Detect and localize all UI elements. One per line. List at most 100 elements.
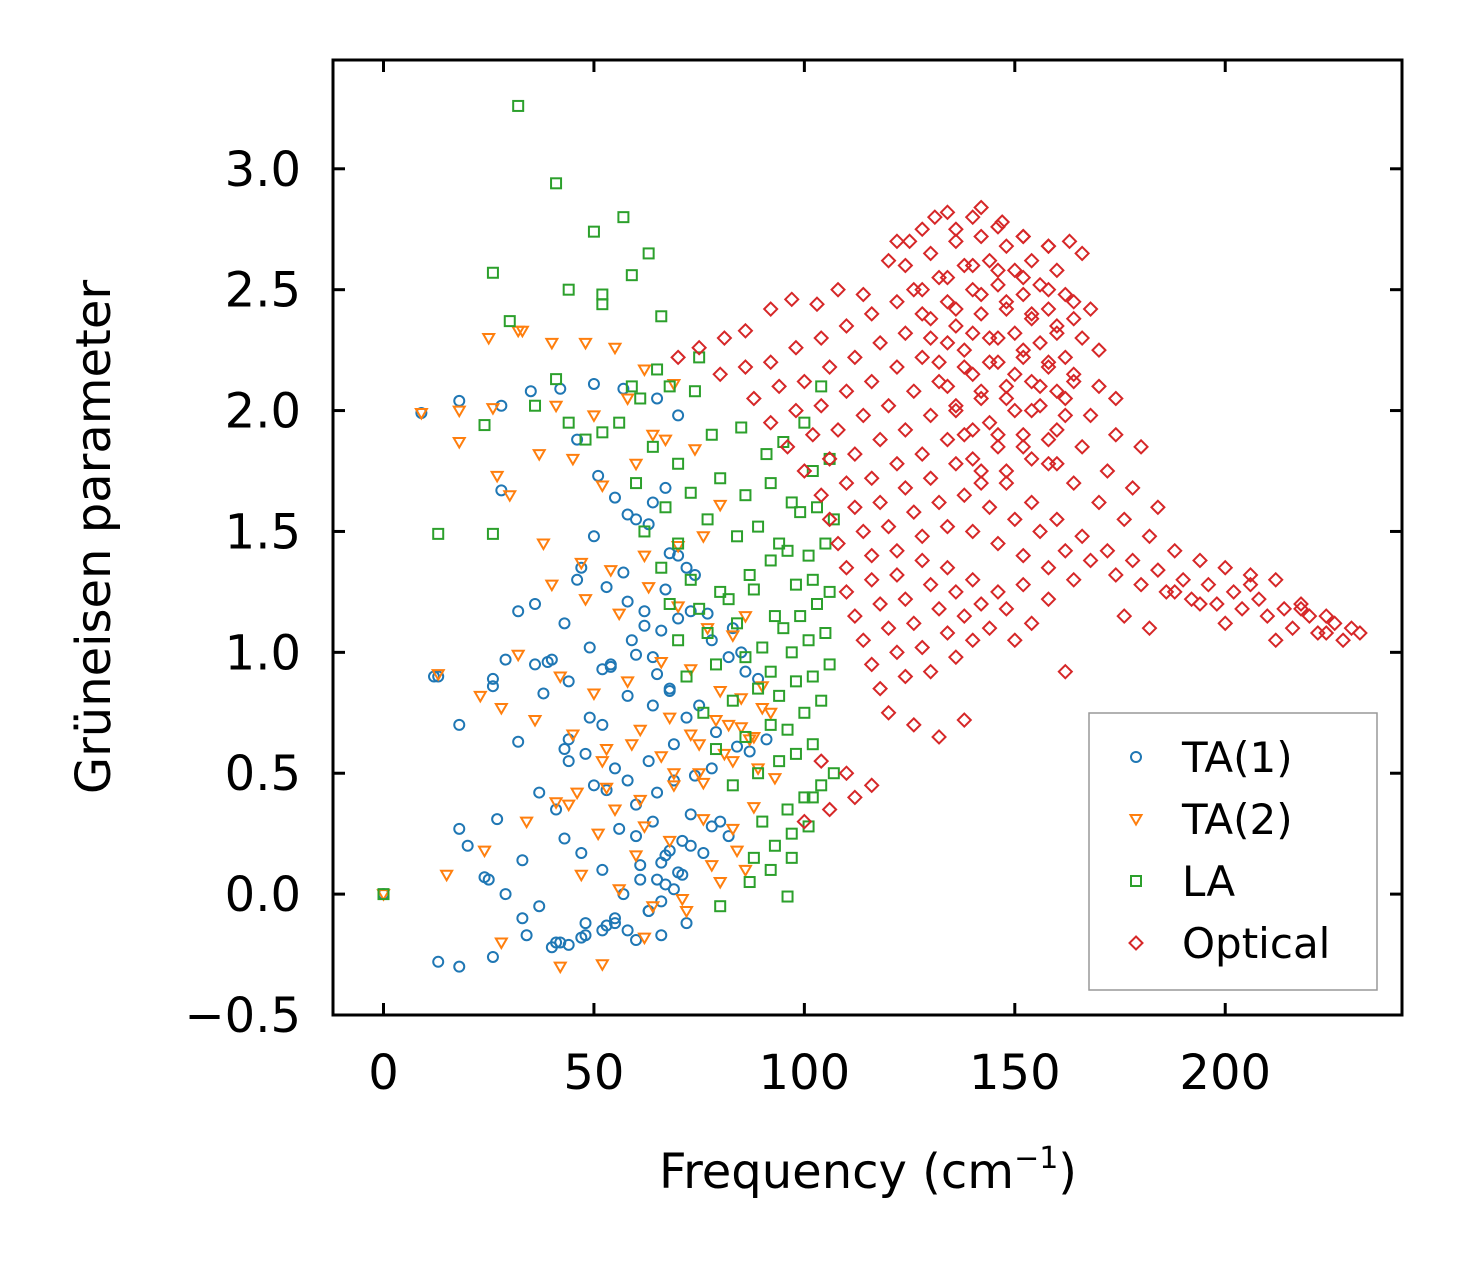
data-point [998, 378, 1015, 395]
data-point [578, 594, 593, 607]
data-point [600, 581, 613, 594]
data-point [889, 567, 905, 583]
data-point [596, 298, 609, 311]
data-point [621, 774, 634, 787]
data-point [571, 573, 584, 586]
data-point [1335, 632, 1351, 649]
data-point [621, 689, 634, 702]
tick-labels: 0 50 100 150 200 −0.5 0.0 0.5 1.0 1.5 2.0 2.5 3.0 [184, 142, 1271, 1101]
data-point [1040, 431, 1057, 448]
data-point [473, 690, 488, 704]
data-point [486, 950, 499, 963]
data-point [662, 835, 677, 849]
data-point [743, 745, 756, 758]
data-point [637, 550, 652, 564]
data-point [512, 99, 525, 112]
data-point [781, 723, 794, 736]
data-point [432, 955, 445, 968]
data-point [1015, 438, 1032, 455]
data-point [889, 233, 905, 250]
data-point [973, 383, 990, 400]
data-point [1141, 528, 1158, 545]
data-point [558, 832, 571, 845]
data-point [737, 322, 754, 339]
data-point [990, 262, 1006, 279]
data-point [762, 354, 779, 371]
data-point [781, 803, 794, 816]
data-point [672, 537, 685, 550]
data-point [1006, 262, 1023, 279]
data-point [1091, 494, 1107, 511]
data-point [617, 211, 630, 224]
data-point [1267, 632, 1284, 649]
data-point [571, 433, 584, 446]
data-point [743, 876, 756, 889]
data-point [684, 808, 697, 821]
data-point [575, 561, 588, 574]
data-point [697, 847, 710, 860]
data-point [773, 755, 786, 768]
data-point [931, 354, 947, 371]
data-point [705, 428, 718, 441]
data-point [691, 768, 707, 781]
data-point [897, 325, 914, 342]
data-point [947, 233, 964, 250]
data-point [680, 917, 693, 930]
data-point [947, 455, 964, 472]
data-point [637, 821, 652, 834]
data-point [939, 334, 956, 351]
data-point [654, 751, 669, 764]
data-point [1023, 373, 1040, 390]
data-point [680, 561, 693, 574]
data-point [798, 416, 811, 429]
data-point [1040, 238, 1057, 255]
data-point [813, 330, 830, 346]
data-point [872, 596, 889, 612]
data-point [691, 339, 708, 356]
data-point [1099, 463, 1116, 479]
data-point [806, 670, 819, 683]
data-point [947, 301, 964, 317]
data-point [771, 378, 788, 395]
data-point [743, 568, 756, 581]
data-point [701, 513, 714, 526]
data-point [897, 421, 914, 438]
y-tick-label: 0.0 [225, 867, 301, 923]
x-tick-label: 150 [969, 1045, 1061, 1101]
data-point [939, 269, 956, 286]
data-point [712, 499, 728, 513]
data-point [565, 729, 581, 743]
data-point [956, 342, 973, 359]
data-point [579, 747, 592, 760]
y-tick-label: 3.0 [225, 142, 301, 198]
data-point [722, 651, 735, 664]
x-tick-label: 100 [759, 1045, 851, 1101]
data-point [586, 688, 602, 701]
data-point [596, 426, 609, 439]
data-point [981, 499, 998, 516]
data-point [646, 496, 659, 509]
data-point [914, 639, 931, 656]
data-point [599, 744, 614, 757]
data-point [964, 632, 981, 649]
data-point [1015, 228, 1032, 245]
data-point [747, 851, 760, 864]
data-point [809, 296, 825, 313]
data-point [914, 305, 931, 322]
data-point [502, 490, 517, 503]
data-point [813, 487, 830, 504]
data-point [1242, 567, 1259, 583]
x-axis-label-superscript: −1 [1014, 1141, 1058, 1176]
data-point [628, 850, 644, 863]
data-point [670, 540, 686, 554]
data-point [783, 291, 800, 308]
data-point [998, 463, 1015, 479]
data-point [607, 804, 623, 817]
data-point [739, 651, 752, 664]
data-point [579, 433, 592, 446]
data-point [810, 597, 823, 610]
data-point [956, 608, 973, 624]
data-point [964, 571, 981, 588]
data-point [796, 373, 813, 390]
data-point [764, 554, 777, 567]
